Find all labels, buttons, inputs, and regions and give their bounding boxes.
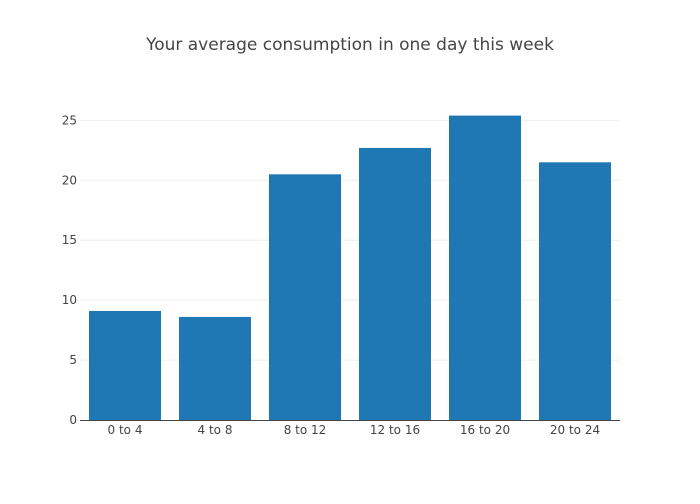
- x-axis-ticks: 0 to 4 4 to 8 8 to 12 12 to 16 16 to 20 20 to…: [108, 423, 601, 437]
- bar-4-to-8[interactable]: [179, 316, 251, 420]
- x-tick-label: 16 to 20: [460, 423, 510, 437]
- gridlines: [80, 119, 620, 361]
- x-tick-label: 4 to 8: [198, 423, 233, 437]
- y-tick-label: 15: [62, 233, 77, 247]
- bars: [89, 115, 611, 421]
- bar-12-to-16[interactable]: [359, 147, 431, 421]
- y-tick-label: 25: [62, 113, 77, 127]
- bar-0-to-4[interactable]: [89, 310, 161, 420]
- x-tick-label: 12 to 16: [370, 423, 420, 437]
- y-tick-label: 5: [69, 353, 77, 367]
- chart-title: Your average consumption in one day this…: [145, 35, 554, 55]
- y-tick-label: 20: [62, 173, 77, 187]
- bar-16-to-20[interactable]: [449, 115, 521, 421]
- x-tick-label: 20 to 24: [550, 423, 600, 437]
- x-tick-label: 8 to 12: [284, 423, 327, 437]
- x-tick-label: 0 to 4: [108, 423, 143, 437]
- y-axis-ticks: 0 5 10 15 20 25: [62, 113, 77, 427]
- y-tick-label: 0: [69, 413, 77, 427]
- bar-8-to-12[interactable]: [269, 174, 341, 420]
- y-tick-label: 10: [62, 293, 77, 307]
- bar-20-to-24[interactable]: [539, 162, 611, 421]
